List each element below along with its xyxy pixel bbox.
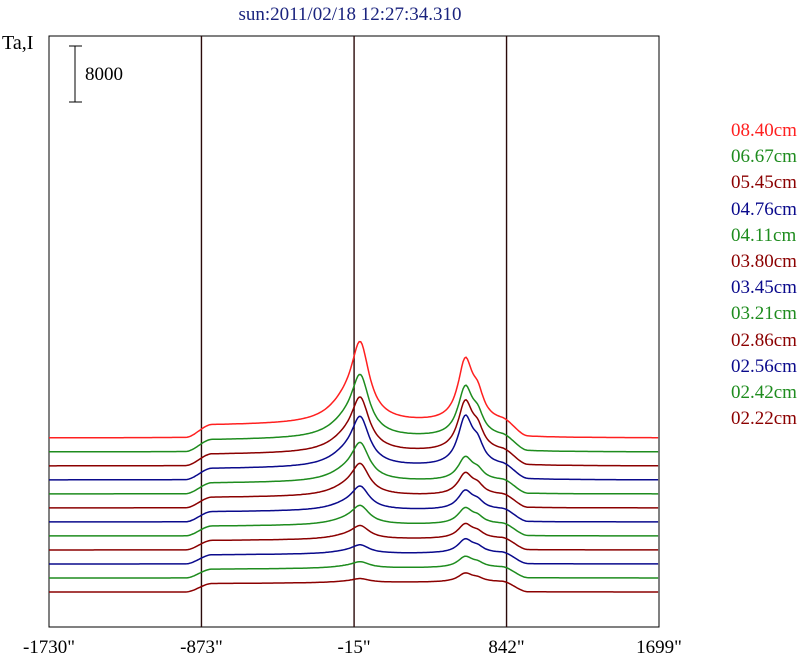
x-tick-label: 1699" [636, 637, 682, 658]
series-line-03.80cm [49, 462, 659, 509]
legend: 08.40cm 06.67cm 05.45cm 04.76cm 04.11cm 03.80… [731, 118, 807, 432]
x-tick-label: -873" [180, 637, 223, 658]
series-line-03.21cm [48, 504, 659, 537]
x-tick-label: 842" [488, 637, 525, 658]
legend-item: 02.22cm [731, 408, 797, 430]
legend-item: 05.45cm [731, 172, 797, 194]
scale-bar-label: 8000 [85, 64, 123, 85]
series-line-02.42cm [49, 555, 659, 579]
chart-title: sun:2011/02/18 12:27:34.310 [238, 4, 462, 25]
x-tick-label: -1730" [22, 637, 76, 658]
legend-item: 03.21cm [731, 303, 797, 325]
scale-bar [69, 45, 82, 103]
x-tick-label: -15" [337, 637, 371, 658]
series-line-06.67cm [49, 373, 659, 453]
series-line-05.45cm [49, 396, 659, 467]
legend-item: 02.42cm [731, 381, 797, 403]
series-line-03.45cm [49, 485, 659, 523]
series-line-02.22cm [49, 572, 659, 593]
series-line-08.40cm [49, 340, 659, 439]
legend-item: 06.67cm [731, 146, 797, 168]
y-axis-label: Ta,I [2, 32, 34, 54]
legend-item: 02.56cm [731, 355, 797, 377]
series-line-02.56cm [49, 537, 659, 565]
legend-item: 03.45cm [731, 277, 797, 299]
legend-item: 04.76cm [731, 198, 797, 220]
series-line-04.11cm [49, 441, 659, 495]
legend-item: 08.40cm [731, 120, 797, 141]
series-line-04.76cm [49, 414, 659, 481]
legend-item: 03.80cm [731, 250, 797, 272]
series-line-02.86cm [49, 522, 659, 551]
legend-item: 02.86cm [731, 329, 797, 351]
legend-item: 04.11cm [731, 224, 797, 246]
